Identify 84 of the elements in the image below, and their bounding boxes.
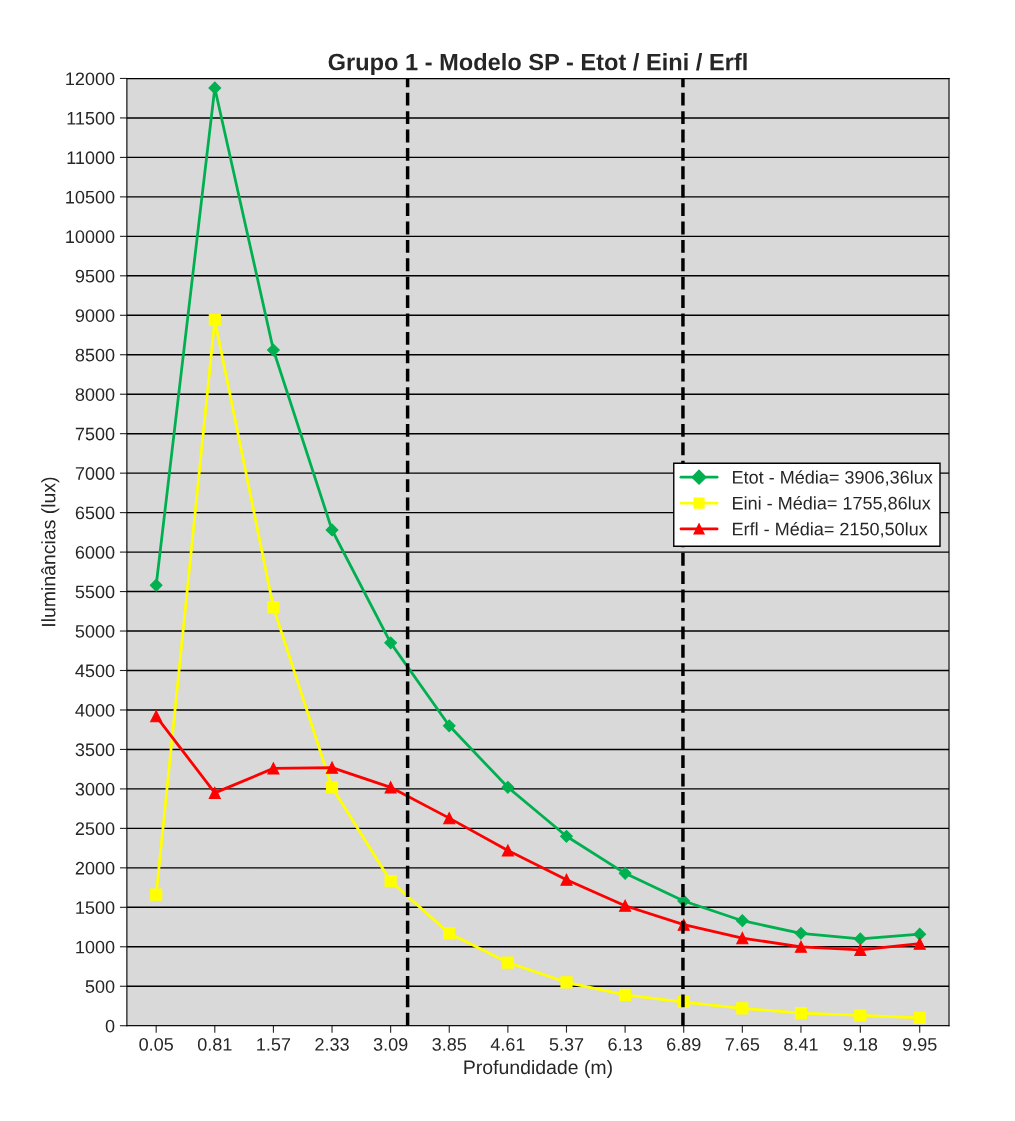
x-tick-label: 7.65 [725,1038,760,1051]
y-tick-label: 2500 [75,822,115,836]
point [560,873,573,886]
point [384,875,397,888]
point [267,343,280,357]
point [913,1011,926,1024]
y-tick-label: 6500 [75,506,115,520]
point [913,937,926,950]
x-tick-label: 9.95 [903,1038,937,1051]
y-tick-label: 8000 [75,388,115,401]
point [794,1007,808,1020]
point [619,899,632,912]
y-tick-label: 7500 [75,427,115,441]
point [325,523,339,537]
y-tick-label: 3000 [75,782,115,796]
y-tick-label: 3500 [75,743,115,757]
legend-label: Etot - Média= 3906,36lux [733,470,933,486]
y-tick-label: 9000 [75,309,115,322]
point [384,781,397,794]
point [267,601,280,614]
point [325,781,339,794]
x-tick-label: 8.41 [784,1038,818,1051]
point [560,829,573,843]
x-tick-label: 2.33 [315,1038,349,1051]
y-tick-label: 500 [85,980,115,993]
y-tick-label: 7000 [75,467,115,480]
point [618,866,632,880]
point [501,844,514,857]
point [149,578,163,592]
point [208,313,221,327]
y-tick-label: 0 [105,1019,115,1033]
y-tick-label: 6000 [75,546,115,559]
point [442,719,456,733]
point [560,976,573,989]
y-tick-label: 5500 [75,585,115,599]
y-axis-title: Iluminâncias (lux) [41,477,60,626]
y-tick-label: 1500 [76,901,115,915]
y-tick-label: 10500 [66,190,115,204]
y-tick-label: 5000 [75,624,115,638]
x-tick-label: 5.37 [549,1038,584,1051]
y-tick-label: 1000 [76,940,115,954]
point [794,926,808,940]
point [619,988,632,1001]
point [443,927,456,940]
x-tick-label: 3.09 [373,1038,408,1051]
point [443,812,456,825]
point [501,956,514,969]
legend-label: Erfl - Média= 2150,50lux [733,521,928,538]
x-tick-label: 0.05 [139,1038,173,1051]
chart-title: Grupo 1 - Modelo SP - Etot / Eini / Erfl [328,53,747,76]
point [736,932,749,945]
point [913,927,927,941]
y-tick-label: 4000 [75,703,115,717]
legend-label: Eini - Média= 1755,86lux [733,496,931,512]
x-tick-label: 0.81 [197,1038,232,1051]
y-tick-label: 10000 [66,230,115,244]
y-tick-label: 11000 [67,151,115,165]
point [853,932,867,946]
y-tick-label: 2000 [75,861,115,875]
y-tick-label: 4500 [75,664,115,678]
x-tick-label: 6.13 [608,1038,642,1051]
point [794,940,808,953]
y-tick-label: 12000 [66,72,115,86]
point [150,888,163,901]
y-tick-label: 9500 [75,269,115,283]
x-tick-label: 1.57 [257,1038,291,1051]
point [854,943,867,957]
point [736,1002,749,1015]
x-tick-label: 6.89 [667,1038,701,1051]
point [150,710,163,723]
point [501,780,515,794]
x-tick-label: 3.85 [432,1038,467,1051]
point [208,81,222,95]
point [735,914,749,928]
y-tick-label: 8500 [75,348,115,362]
point [384,636,398,650]
point [267,762,280,775]
x-axis-title: Profundidade (m) [464,1059,612,1079]
point [325,761,339,774]
x-tick-label: 9.18 [843,1038,878,1051]
x-tick-label: 4.61 [490,1038,525,1051]
point [208,786,221,799]
point [854,1009,867,1022]
y-tick-label: 11500 [67,111,115,125]
